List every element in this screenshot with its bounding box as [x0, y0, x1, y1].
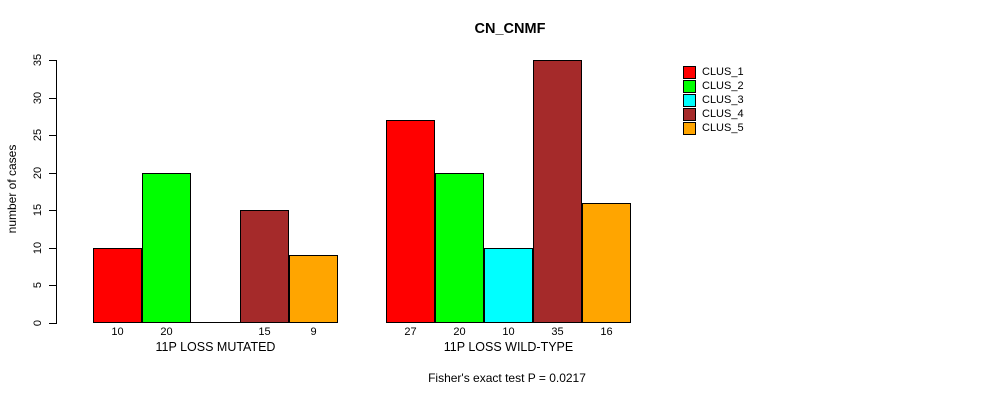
y-tick	[49, 173, 56, 174]
legend-swatch-icon	[683, 107, 696, 121]
legend-row: CLUS_4	[683, 107, 744, 121]
bar-clus_5-group2	[582, 203, 631, 323]
bar-clus_3-group1	[191, 322, 240, 323]
y-tick	[49, 135, 56, 136]
y-tick-label: 30	[32, 91, 44, 105]
y-tick-label: 20	[32, 166, 44, 180]
legend-row: CLUS_2	[683, 79, 744, 93]
y-tick	[49, 285, 56, 286]
bar-clus_2-group2	[435, 173, 484, 323]
legend-row: CLUS_1	[683, 65, 744, 79]
legend-swatch-icon	[683, 121, 696, 135]
legend-label: CLUS_5	[702, 122, 744, 134]
fishers-test-annotation: Fisher's exact test P = 0.0217	[428, 371, 586, 385]
legend-swatch-icon	[683, 65, 696, 79]
bar-value-label: 10	[502, 326, 515, 338]
y-tick	[49, 60, 56, 61]
y-tick-label: 25	[32, 128, 44, 142]
legend-label: CLUS_1	[702, 66, 744, 78]
y-tick-label: 5	[32, 281, 44, 289]
bar-value-label: 27	[404, 326, 417, 338]
legend-label: CLUS_3	[702, 94, 744, 106]
y-tick	[49, 98, 56, 99]
y-tick-label: 0	[32, 319, 44, 327]
legend-swatch-icon	[683, 79, 696, 93]
bar-clus_2-group1	[142, 173, 191, 323]
group-label: 11P LOSS WILD-TYPE	[443, 340, 574, 354]
y-tick	[49, 210, 56, 211]
y-tick-label: 15	[32, 203, 44, 217]
bar-value-label: 20	[160, 326, 173, 338]
legend-label: CLUS_4	[702, 108, 744, 120]
bar-value-label: 9	[310, 326, 317, 338]
group-label: 11P LOSS MUTATED	[155, 340, 276, 354]
legend-row: CLUS_3	[683, 93, 744, 107]
bar-clus_4-group1	[240, 210, 289, 323]
bar-clus_1-group1	[93, 248, 142, 323]
bar-clus_3-group2	[484, 248, 533, 323]
bar-value-label: 15	[258, 326, 271, 338]
bar-value-label: 10	[111, 326, 124, 338]
bar-value-label: 20	[453, 326, 466, 338]
legend-row: CLUS_5	[683, 121, 744, 135]
chart-title: CN_CNMF	[474, 21, 546, 37]
y-tick-label: 10	[32, 241, 44, 255]
y-tick	[49, 248, 56, 249]
bar-clus_1-group2	[386, 120, 435, 323]
legend-label: CLUS_2	[702, 80, 744, 92]
y-axis-label: number of cases	[5, 144, 19, 234]
y-tick	[49, 323, 56, 324]
bar-value-label: 35	[551, 326, 564, 338]
bar-clus_4-group2	[533, 60, 582, 323]
bar-clus_5-group1	[289, 255, 338, 323]
legend: CLUS_1 CLUS_2 CLUS_3 CLUS_4 CLUS_5	[683, 65, 744, 135]
y-tick-label: 35	[32, 53, 44, 67]
legend-swatch-icon	[683, 93, 696, 107]
bar-value-label: 16	[600, 326, 613, 338]
y-axis-line	[56, 60, 57, 324]
